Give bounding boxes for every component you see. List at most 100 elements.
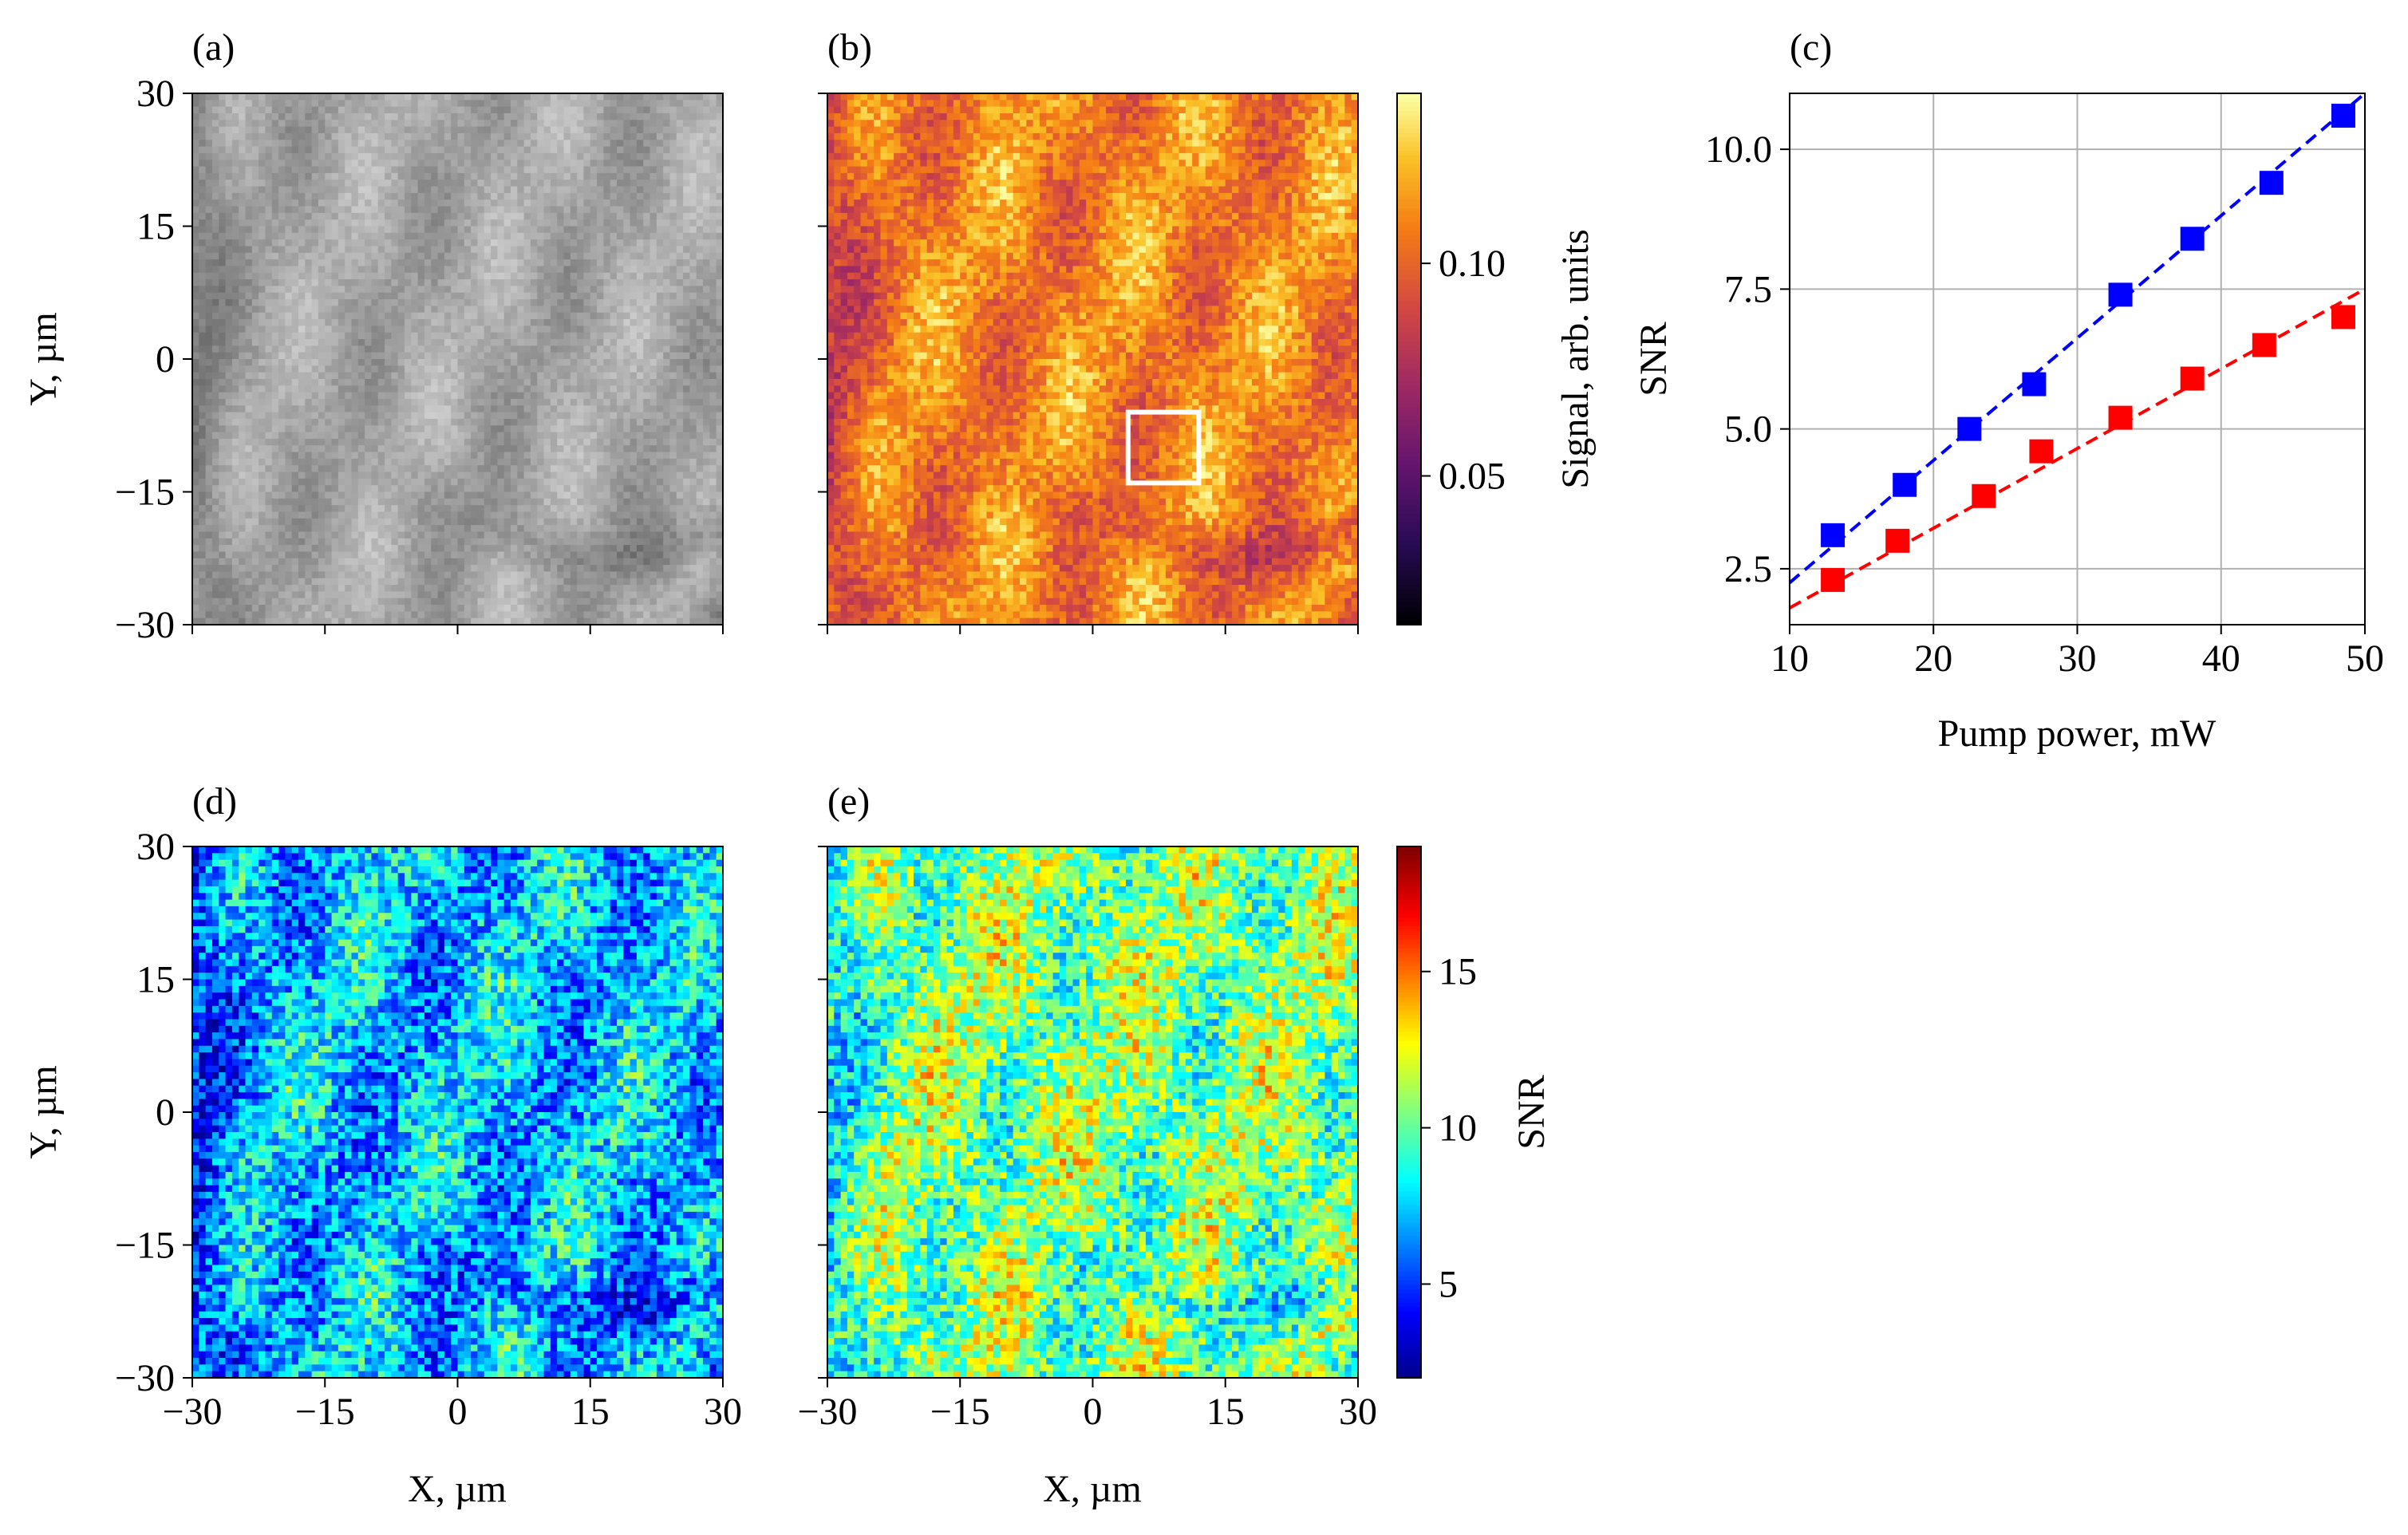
heatmap-cell: [477, 212, 485, 220]
heatmap-cell: [503, 239, 511, 247]
heatmap-cell: [278, 246, 286, 254]
heatmap-cell: [557, 126, 565, 134]
heatmap-cell: [603, 232, 611, 240]
heatmap-cell: [251, 398, 259, 406]
heatmap-cell: [457, 206, 465, 214]
heatmap-cell: [511, 405, 518, 413]
heatmap-cell: [503, 299, 511, 306]
heatmap-cell: [610, 180, 618, 187]
heatmap-cell: [239, 458, 247, 466]
heatmap-cell: [464, 365, 472, 373]
heatmap-cell: [291, 160, 299, 168]
heatmap-cell: [318, 232, 326, 240]
heatmap-cell: [523, 478, 531, 486]
heatmap-cell: [331, 292, 339, 300]
heatmap-cell: [617, 478, 624, 486]
heatmap-cell: [570, 246, 578, 254]
heatmap-cell: [298, 425, 306, 433]
heatmap-cell: [357, 186, 365, 194]
heatmap-cell: [590, 365, 598, 373]
heatmap-cell: [451, 485, 459, 493]
heatmap-cell: [424, 491, 432, 499]
heatmap-cell: [311, 365, 319, 373]
heatmap-cell: [643, 286, 651, 294]
heatmap-cell: [457, 93, 465, 101]
heatmap-cell: [590, 226, 598, 234]
heatmap-cell: [405, 339, 412, 346]
heatmap-cell: [643, 385, 651, 393]
heatmap-cell: [331, 93, 339, 101]
heatmap-cell: [431, 146, 439, 154]
heatmap-cell: [211, 352, 219, 360]
heatmap-cell: [477, 418, 485, 426]
heatmap-cell: [597, 152, 604, 160]
heatmap-cell: [199, 199, 207, 207]
heatmap-cell: [491, 465, 498, 473]
heatmap-cell: [231, 392, 239, 400]
heatmap-cell: [530, 378, 538, 386]
heatmap-cell: [431, 372, 439, 380]
heatmap-cell: [497, 405, 505, 413]
heatmap-cell: [391, 266, 399, 274]
heatmap-cell: [338, 100, 345, 108]
heatmap-cell: [345, 152, 353, 160]
heatmap-cell: [617, 192, 624, 200]
heatmap-cell: [325, 140, 333, 148]
heatmap-cell: [471, 232, 479, 240]
heatmap-cell: [610, 465, 618, 473]
heatmap-cell: [656, 425, 664, 433]
heatmap-cell: [365, 306, 373, 314]
heatmap-cell: [663, 359, 671, 366]
heatmap-cell: [298, 339, 306, 346]
heatmap-cell: [537, 266, 545, 274]
heatmap-cell: [676, 226, 684, 234]
heatmap-cell: [696, 319, 704, 326]
heatmap-cell: [431, 166, 439, 174]
heatmap-cell: [623, 312, 631, 320]
heatmap-cell: [431, 199, 439, 207]
heatmap-cell: [563, 452, 571, 460]
heatmap-cell: [643, 352, 651, 360]
heatmap-cell: [563, 438, 571, 446]
heatmap-cell: [557, 478, 565, 486]
heatmap-cell: [537, 166, 545, 174]
heatmap-cell: [457, 352, 465, 360]
heatmap-cell: [623, 359, 631, 366]
heatmap-cell: [511, 491, 518, 499]
heatmap-cell: [676, 352, 684, 360]
heatmap-cell: [385, 339, 392, 346]
heatmap-cell: [305, 458, 313, 466]
heatmap-cell: [357, 352, 365, 360]
heatmap-cell: [497, 412, 505, 420]
heatmap-cell: [696, 219, 704, 227]
heatmap-cell: [371, 192, 379, 200]
heatmap-cell: [623, 432, 631, 440]
heatmap-cell: [550, 120, 558, 128]
heatmap-cell: [411, 392, 419, 400]
heatmap-cell: [583, 432, 591, 440]
heatmap-cell: [689, 372, 697, 380]
heatmap-cell: [265, 226, 273, 234]
heatmap-cell: [391, 120, 399, 128]
heatmap-cell: [696, 365, 704, 373]
heatmap-cell: [385, 452, 392, 460]
heatmap-cell: [397, 312, 405, 320]
heatmap-cell: [239, 378, 247, 386]
heatmap-cell: [623, 306, 631, 314]
heatmap-cell: [577, 120, 585, 128]
heatmap-cell: [617, 166, 624, 174]
heatmap-cell: [583, 232, 591, 240]
heatmap-cell: [205, 120, 213, 128]
heatmap-cell: [457, 425, 465, 433]
heatmap-cell: [391, 418, 399, 426]
heatmap-cell: [716, 319, 723, 326]
heatmap-cell: [278, 112, 286, 120]
heatmap-cell: [530, 432, 538, 440]
heatmap-cell: [338, 132, 345, 140]
heatmap-cell: [523, 192, 531, 200]
heatmap-cell: [563, 166, 571, 174]
heatmap-cell: [537, 345, 545, 353]
heatmap-cell: [219, 140, 227, 148]
heatmap-cell: [511, 100, 518, 108]
heatmap-cell: [497, 286, 505, 294]
